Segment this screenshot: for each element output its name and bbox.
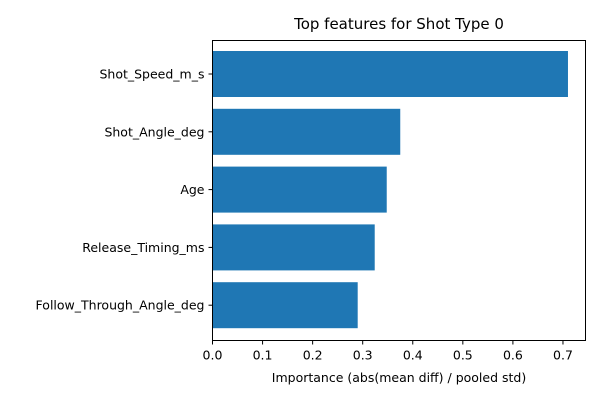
x-tick-label: 0.5 [453, 348, 473, 363]
bar-follow-through-angle-deg [212, 282, 358, 329]
x-tick-label: 0.1 [253, 348, 273, 363]
y-tick-label: Shot_Speed_m_s [99, 67, 204, 82]
x-tick-label: 0.3 [353, 348, 373, 363]
x-tick-label: 0.7 [553, 348, 573, 363]
y-tick-label: Age [180, 182, 204, 197]
x-tick-label: 0.6 [503, 348, 523, 363]
x-tick-label: 0.0 [203, 348, 223, 363]
bar-shot-speed-m-s [212, 51, 568, 97]
chart-title: Top features for Shot Type 0 [293, 15, 504, 33]
x-tick-label: 0.2 [303, 348, 323, 363]
bar-release-timing-ms [212, 224, 375, 271]
y-tick-label: Follow_Through_Angle_deg [36, 298, 205, 313]
x-tick-label: 0.4 [403, 348, 423, 363]
plot-frame [212, 40, 586, 341]
x-axis-ticks: 0.0 0.1 0.2 0.3 0.4 0.5 0.6 0.7 [203, 340, 573, 363]
bar-shot-angle-deg [212, 108, 401, 155]
y-tick-label: Release_Timing_ms [82, 240, 204, 255]
bar-age [212, 166, 387, 213]
x-axis-label: Importance (abs(mean diff) / pooled std) [272, 370, 526, 385]
y-axis-ticks: Shot_Speed_m_s Shot_Angle_deg Age Release_T… [36, 67, 213, 313]
y-tick-label: Shot_Angle_deg [104, 124, 204, 139]
bars-group [212, 51, 568, 329]
